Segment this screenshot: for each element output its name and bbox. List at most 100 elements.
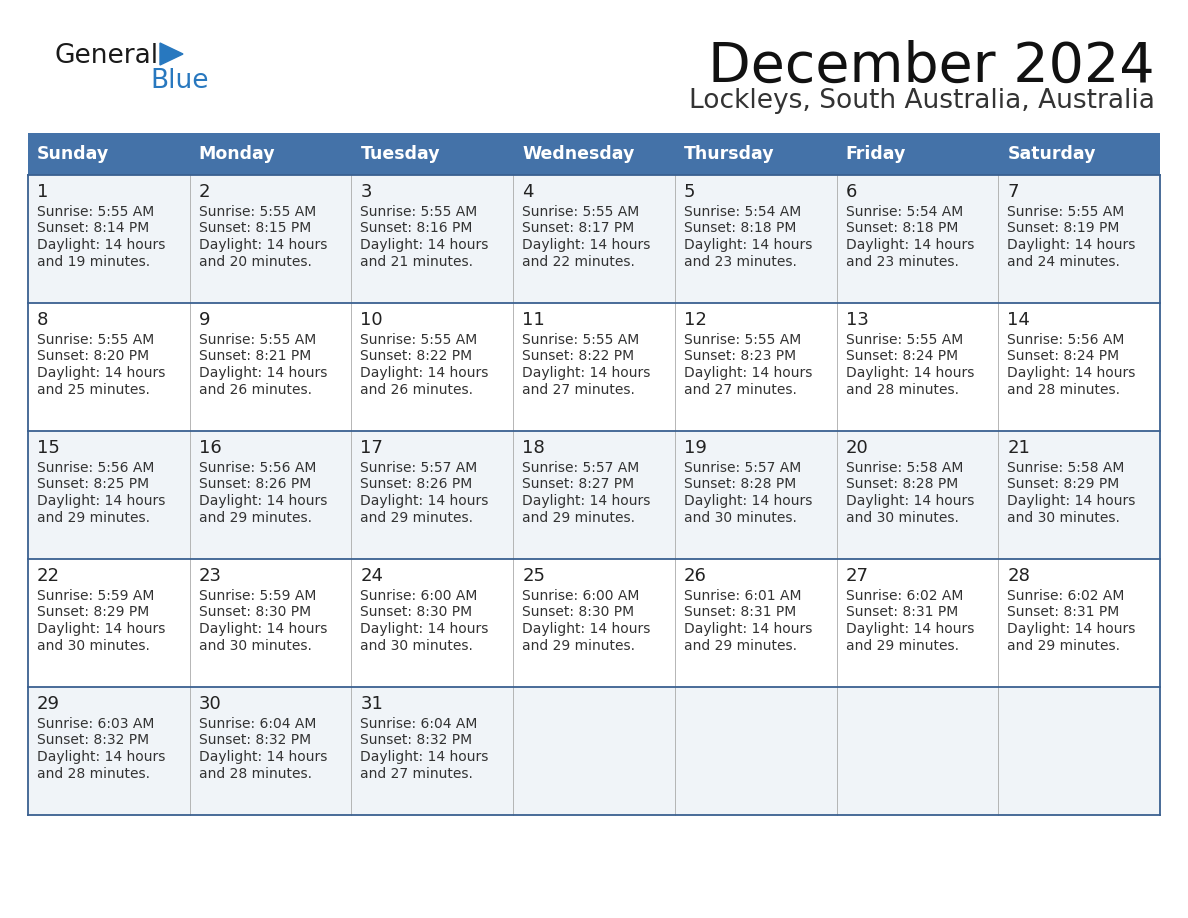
Text: and 29 minutes.: and 29 minutes.: [523, 510, 636, 524]
Text: 24: 24: [360, 567, 384, 585]
Text: Sunrise: 5:55 AM: Sunrise: 5:55 AM: [360, 205, 478, 219]
Text: Sunset: 8:22 PM: Sunset: 8:22 PM: [360, 350, 473, 364]
Text: and 21 minutes.: and 21 minutes.: [360, 254, 474, 268]
Text: and 26 minutes.: and 26 minutes.: [360, 383, 474, 397]
Text: Sunrise: 5:55 AM: Sunrise: 5:55 AM: [37, 205, 154, 219]
Text: Daylight: 14 hours: Daylight: 14 hours: [1007, 366, 1136, 380]
Text: Daylight: 14 hours: Daylight: 14 hours: [523, 238, 651, 252]
Text: and 28 minutes.: and 28 minutes.: [198, 767, 311, 780]
Text: Sunset: 8:18 PM: Sunset: 8:18 PM: [684, 221, 796, 236]
Bar: [29, 303, 1159, 431]
Text: Sunset: 8:29 PM: Sunset: 8:29 PM: [1007, 477, 1119, 491]
Text: 20: 20: [846, 439, 868, 457]
Text: Daylight: 14 hours: Daylight: 14 hours: [360, 238, 488, 252]
Text: and 29 minutes.: and 29 minutes.: [37, 510, 150, 524]
Text: Sunrise: 5:56 AM: Sunrise: 5:56 AM: [37, 461, 154, 475]
Text: 31: 31: [360, 695, 384, 713]
Bar: [29, 431, 1159, 559]
Text: Daylight: 14 hours: Daylight: 14 hours: [198, 494, 327, 508]
Text: Sunset: 8:25 PM: Sunset: 8:25 PM: [37, 477, 150, 491]
Text: Tuesday: Tuesday: [360, 145, 440, 163]
Text: Daylight: 14 hours: Daylight: 14 hours: [360, 494, 488, 508]
Text: Daylight: 14 hours: Daylight: 14 hours: [1007, 238, 1136, 252]
Text: Daylight: 14 hours: Daylight: 14 hours: [360, 366, 488, 380]
Text: 27: 27: [846, 567, 868, 585]
Text: 3: 3: [360, 183, 372, 201]
Bar: [29, 175, 1159, 303]
Text: Daylight: 14 hours: Daylight: 14 hours: [360, 622, 488, 636]
Text: Sunrise: 5:57 AM: Sunrise: 5:57 AM: [523, 461, 639, 475]
Bar: [513, 133, 675, 175]
Bar: [190, 133, 352, 175]
Text: Sunrise: 5:59 AM: Sunrise: 5:59 AM: [37, 589, 154, 603]
Text: Sunrise: 5:59 AM: Sunrise: 5:59 AM: [198, 589, 316, 603]
Text: Daylight: 14 hours: Daylight: 14 hours: [523, 366, 651, 380]
Text: 10: 10: [360, 311, 383, 329]
Text: 30: 30: [198, 695, 221, 713]
Bar: [998, 133, 1159, 175]
Text: Daylight: 14 hours: Daylight: 14 hours: [846, 494, 974, 508]
Text: and 19 minutes.: and 19 minutes.: [37, 254, 150, 268]
Text: Sunset: 8:21 PM: Sunset: 8:21 PM: [198, 350, 311, 364]
Text: Sunset: 8:15 PM: Sunset: 8:15 PM: [198, 221, 311, 236]
Text: Daylight: 14 hours: Daylight: 14 hours: [198, 366, 327, 380]
Text: 2: 2: [198, 183, 210, 201]
Text: Sunset: 8:27 PM: Sunset: 8:27 PM: [523, 477, 634, 491]
Bar: [675, 133, 836, 175]
Text: 15: 15: [37, 439, 59, 457]
Bar: [29, 687, 1159, 815]
Text: Daylight: 14 hours: Daylight: 14 hours: [37, 622, 165, 636]
Text: and 22 minutes.: and 22 minutes.: [523, 254, 636, 268]
Text: and 30 minutes.: and 30 minutes.: [198, 639, 311, 653]
Text: Sunrise: 5:57 AM: Sunrise: 5:57 AM: [684, 461, 801, 475]
Text: Sunset: 8:18 PM: Sunset: 8:18 PM: [846, 221, 958, 236]
Text: Sunrise: 5:55 AM: Sunrise: 5:55 AM: [37, 333, 154, 347]
Text: Sunrise: 6:00 AM: Sunrise: 6:00 AM: [523, 589, 639, 603]
Text: Sunrise: 5:58 AM: Sunrise: 5:58 AM: [846, 461, 963, 475]
Bar: [29, 559, 1159, 687]
Text: Sunrise: 6:02 AM: Sunrise: 6:02 AM: [846, 589, 963, 603]
Text: Daylight: 14 hours: Daylight: 14 hours: [37, 238, 165, 252]
Text: and 29 minutes.: and 29 minutes.: [846, 639, 959, 653]
Text: Daylight: 14 hours: Daylight: 14 hours: [846, 622, 974, 636]
Text: Daylight: 14 hours: Daylight: 14 hours: [1007, 494, 1136, 508]
Text: Sunrise: 6:00 AM: Sunrise: 6:00 AM: [360, 589, 478, 603]
Text: 16: 16: [198, 439, 221, 457]
Text: and 29 minutes.: and 29 minutes.: [198, 510, 311, 524]
Text: Sunset: 8:24 PM: Sunset: 8:24 PM: [1007, 350, 1119, 364]
Text: Daylight: 14 hours: Daylight: 14 hours: [846, 366, 974, 380]
Bar: [836, 133, 998, 175]
Text: and 28 minutes.: and 28 minutes.: [846, 383, 959, 397]
Bar: [29, 133, 190, 175]
Text: Daylight: 14 hours: Daylight: 14 hours: [37, 366, 165, 380]
Text: Sunrise: 6:04 AM: Sunrise: 6:04 AM: [198, 717, 316, 731]
Text: Sunset: 8:30 PM: Sunset: 8:30 PM: [198, 606, 311, 620]
Text: 17: 17: [360, 439, 384, 457]
Text: Daylight: 14 hours: Daylight: 14 hours: [684, 366, 813, 380]
Text: and 23 minutes.: and 23 minutes.: [684, 254, 797, 268]
Text: Daylight: 14 hours: Daylight: 14 hours: [523, 494, 651, 508]
Text: Daylight: 14 hours: Daylight: 14 hours: [1007, 622, 1136, 636]
Text: 22: 22: [37, 567, 61, 585]
Text: Sunset: 8:31 PM: Sunset: 8:31 PM: [684, 606, 796, 620]
Text: 21: 21: [1007, 439, 1030, 457]
Text: Sunrise: 5:57 AM: Sunrise: 5:57 AM: [360, 461, 478, 475]
Text: and 24 minutes.: and 24 minutes.: [1007, 254, 1120, 268]
Text: Daylight: 14 hours: Daylight: 14 hours: [846, 238, 974, 252]
Text: 11: 11: [523, 311, 545, 329]
Text: Sunset: 8:23 PM: Sunset: 8:23 PM: [684, 350, 796, 364]
Text: Daylight: 14 hours: Daylight: 14 hours: [37, 494, 165, 508]
Text: Sunrise: 5:55 AM: Sunrise: 5:55 AM: [523, 333, 639, 347]
Text: Sunrise: 6:03 AM: Sunrise: 6:03 AM: [37, 717, 154, 731]
Text: 25: 25: [523, 567, 545, 585]
Text: Sunset: 8:32 PM: Sunset: 8:32 PM: [37, 733, 150, 747]
Text: and 27 minutes.: and 27 minutes.: [360, 767, 473, 780]
Text: Sunset: 8:17 PM: Sunset: 8:17 PM: [523, 221, 634, 236]
Text: Sunrise: 5:55 AM: Sunrise: 5:55 AM: [1007, 205, 1125, 219]
Text: 18: 18: [523, 439, 545, 457]
Text: Daylight: 14 hours: Daylight: 14 hours: [684, 622, 813, 636]
Text: Sunset: 8:32 PM: Sunset: 8:32 PM: [198, 733, 311, 747]
Text: Wednesday: Wednesday: [523, 145, 634, 163]
Text: Daylight: 14 hours: Daylight: 14 hours: [523, 622, 651, 636]
Text: Sunset: 8:30 PM: Sunset: 8:30 PM: [360, 606, 473, 620]
